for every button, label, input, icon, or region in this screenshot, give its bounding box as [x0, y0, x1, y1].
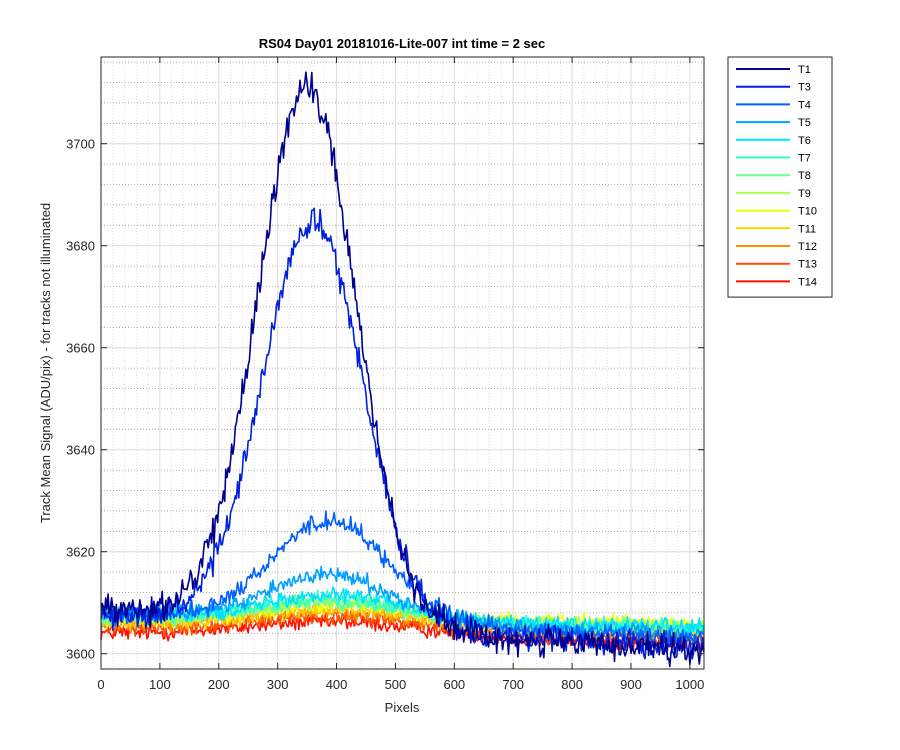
- legend-label-t8: T8: [798, 170, 811, 182]
- legend-label-t1: T1: [798, 64, 811, 76]
- x-tick-label: 200: [208, 677, 230, 692]
- x-tick-label: 800: [561, 677, 583, 692]
- x-tick-label: 100: [149, 677, 171, 692]
- legend-label-t10: T10: [798, 206, 817, 218]
- y-axis-label: Track Mean Signal (ADU/pix) - for tracks…: [38, 203, 53, 523]
- legend-label-t14: T14: [798, 276, 817, 288]
- y-tick-label: 3620: [66, 545, 95, 560]
- series-line-t1: [100, 71, 705, 668]
- y-tick-label: 3640: [66, 443, 95, 458]
- x-axis-ticks: 0 100 200 300 400 500 600 700 800 900 1000: [97, 57, 704, 692]
- series-line-t6: [100, 586, 705, 638]
- x-tick-label: 300: [267, 677, 289, 692]
- legend-box: [727, 56, 833, 298]
- x-axis-label: Pixels: [385, 700, 420, 715]
- legend-label-t12: T12: [798, 241, 817, 253]
- legend-label-t9: T9: [798, 188, 811, 200]
- y-axis-ticks: 3600 3620 3640 3660 3680 3700: [66, 137, 704, 662]
- x-tick-label: 0: [97, 677, 104, 692]
- chart-title: RS04 Day01 20181016-Lite-007 int time = …: [259, 36, 546, 51]
- legend-label-t6: T6: [798, 135, 811, 147]
- x-tick-label: 1000: [675, 677, 704, 692]
- y-tick-label: 3660: [66, 341, 95, 356]
- legend: T1 T3 T4 T5 T6 T7 T8 T9 T10 T11 T12 T13 T14: [727, 56, 833, 298]
- axes-box: [100, 56, 705, 670]
- x-tick-label: 400: [326, 677, 348, 692]
- legend-label-t13: T13: [798, 259, 817, 271]
- x-tick-label: 600: [443, 677, 465, 692]
- y-tick-label: 3680: [66, 239, 95, 254]
- x-tick-label: 500: [385, 677, 407, 692]
- x-tick-label: 900: [620, 677, 642, 692]
- legend-label-t7: T7: [798, 153, 811, 165]
- legend-label-t5: T5: [798, 117, 811, 129]
- legend-label-t3: T3: [798, 82, 811, 94]
- series-layer: [100, 71, 705, 668]
- y-tick-label: 3600: [66, 647, 95, 662]
- y-tick-label: 3700: [66, 137, 95, 152]
- x-tick-label: 700: [502, 677, 524, 692]
- series-line-t4: [100, 510, 705, 648]
- axes: [100, 56, 705, 670]
- legend-label-t11: T11: [798, 223, 816, 235]
- legend-label-t4: T4: [798, 99, 811, 111]
